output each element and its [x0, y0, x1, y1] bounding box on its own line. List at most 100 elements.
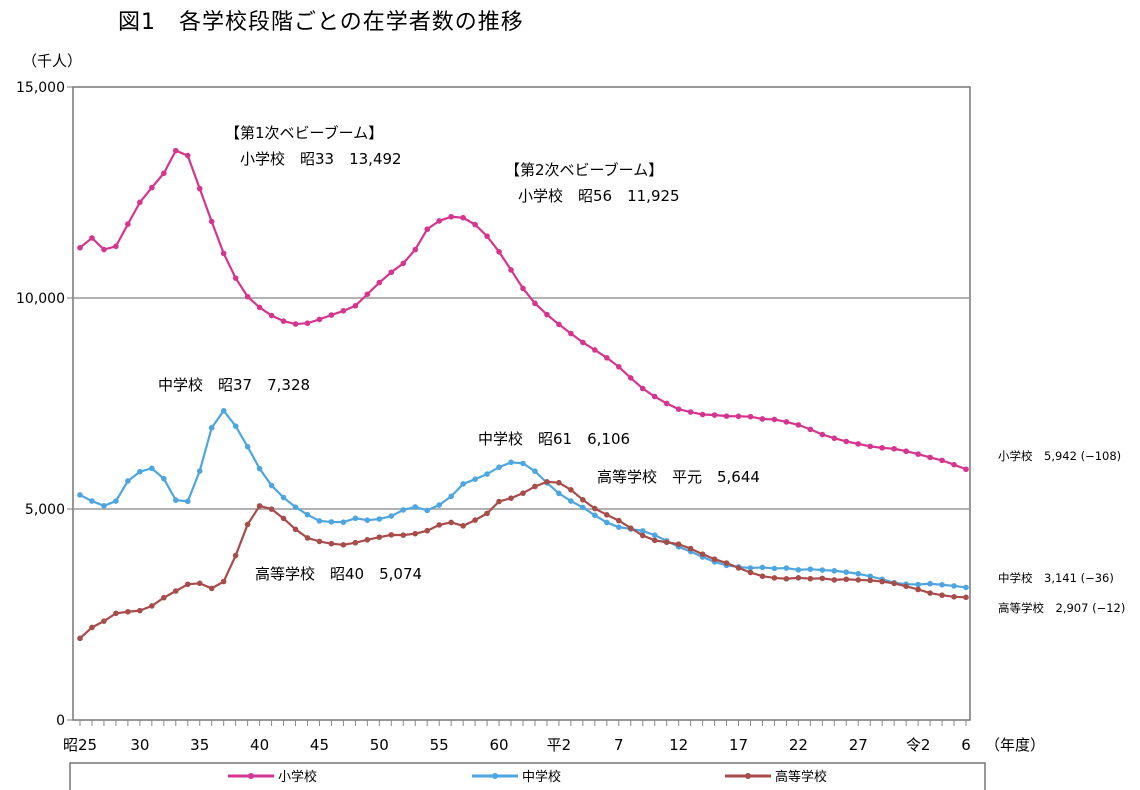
data-point: [508, 267, 514, 273]
x-tick-label: 40: [250, 736, 269, 754]
data-point: [963, 594, 969, 601]
data-point: [113, 498, 119, 504]
data-point: [388, 269, 395, 276]
data-point: [89, 624, 95, 631]
series-line-2: [79, 480, 967, 640]
legend-marker: [248, 773, 254, 779]
x-tick-label: 7: [614, 736, 624, 754]
y-axis-label: （千人）: [22, 52, 82, 70]
data-point: [328, 540, 335, 547]
data-point: [256, 304, 263, 311]
data-point: [783, 575, 790, 582]
data-point: [927, 454, 933, 461]
annotation: 小学校 昭33 13,492: [240, 150, 402, 168]
end-label: 高等学校 2,907 (−12): [998, 601, 1125, 615]
data-point: [280, 318, 287, 324]
data-point: [592, 347, 598, 353]
data-point: [196, 580, 203, 587]
data-point: [939, 457, 945, 464]
data-point: [568, 330, 574, 337]
data-point: [77, 492, 83, 498]
data-point: [376, 534, 383, 540]
data-point: [639, 532, 646, 539]
data-point: [172, 147, 179, 154]
data-point: [448, 519, 454, 526]
data-point: [161, 594, 167, 601]
data-point: [831, 567, 838, 574]
data-point: [508, 495, 514, 501]
data-point: [556, 490, 562, 497]
data-point: [388, 513, 395, 519]
x-tick-label: 12: [669, 736, 688, 754]
data-point: [220, 250, 227, 257]
data-point: [843, 569, 850, 575]
data-point: [496, 498, 502, 505]
data-point: [855, 570, 862, 577]
data-point: [352, 302, 359, 309]
data-point: [723, 413, 730, 419]
annotation: 【第1次ベビーブーム】: [225, 124, 383, 142]
annotation: 中学校 昭37 7,328: [158, 376, 310, 394]
data-point: [196, 185, 203, 192]
data-point: [304, 320, 311, 326]
x-tick-label: 27: [849, 736, 868, 754]
data-point: [412, 504, 419, 510]
data-point: [592, 512, 598, 519]
y-tick-label: 5,000: [25, 502, 65, 518]
legend-box: [69, 762, 986, 790]
data-point: [508, 459, 514, 466]
data-point: [89, 498, 95, 504]
data-point: [208, 585, 215, 592]
y-tick-label: 15,000: [16, 80, 65, 96]
data-point: [125, 608, 131, 615]
data-point: [400, 532, 407, 538]
data-point: [867, 577, 874, 584]
annotation: 小学校 昭56 11,925: [518, 187, 680, 205]
data-point: [687, 545, 694, 552]
data-point: [615, 524, 622, 530]
x-tick-label: 22: [789, 736, 808, 754]
data-point: [101, 618, 107, 624]
data-point: [759, 573, 766, 580]
data-point: [220, 407, 227, 414]
x-tick-label: 45: [310, 736, 329, 754]
x-tick-label: 昭25: [63, 736, 97, 754]
data-point: [819, 575, 826, 582]
data-point: [903, 583, 909, 590]
data-point: [891, 580, 897, 587]
data-point: [963, 584, 969, 591]
data-point: [699, 551, 706, 557]
data-point: [604, 354, 610, 361]
data-point: [149, 603, 155, 609]
data-point: [484, 510, 490, 517]
data-point: [472, 517, 478, 523]
data-point: [580, 497, 586, 503]
data-point: [580, 339, 586, 346]
data-point: [795, 575, 802, 581]
data-point: [819, 567, 826, 573]
data-point: [436, 502, 442, 508]
data-point: [161, 170, 167, 177]
data-point: [388, 532, 395, 538]
annotation: 中学校 昭61 6,106: [478, 430, 630, 448]
data-point: [137, 468, 143, 475]
data-point: [232, 275, 239, 281]
data-point: [627, 525, 634, 531]
data-point: [376, 516, 383, 522]
data-point: [831, 435, 838, 442]
x-tick-label: 6: [961, 736, 971, 754]
data-point: [304, 511, 311, 518]
data-point: [161, 475, 167, 482]
data-point: [172, 497, 179, 503]
data-point: [879, 578, 885, 585]
legend-marker: [492, 773, 498, 779]
data-point: [520, 285, 526, 292]
data-point: [771, 565, 778, 572]
data-point: [232, 423, 239, 429]
data-point: [77, 244, 83, 251]
data-point: [137, 199, 143, 206]
data-point: [771, 416, 778, 423]
data-point: [460, 523, 466, 529]
data-point: [759, 564, 766, 571]
data-point: [604, 512, 610, 518]
